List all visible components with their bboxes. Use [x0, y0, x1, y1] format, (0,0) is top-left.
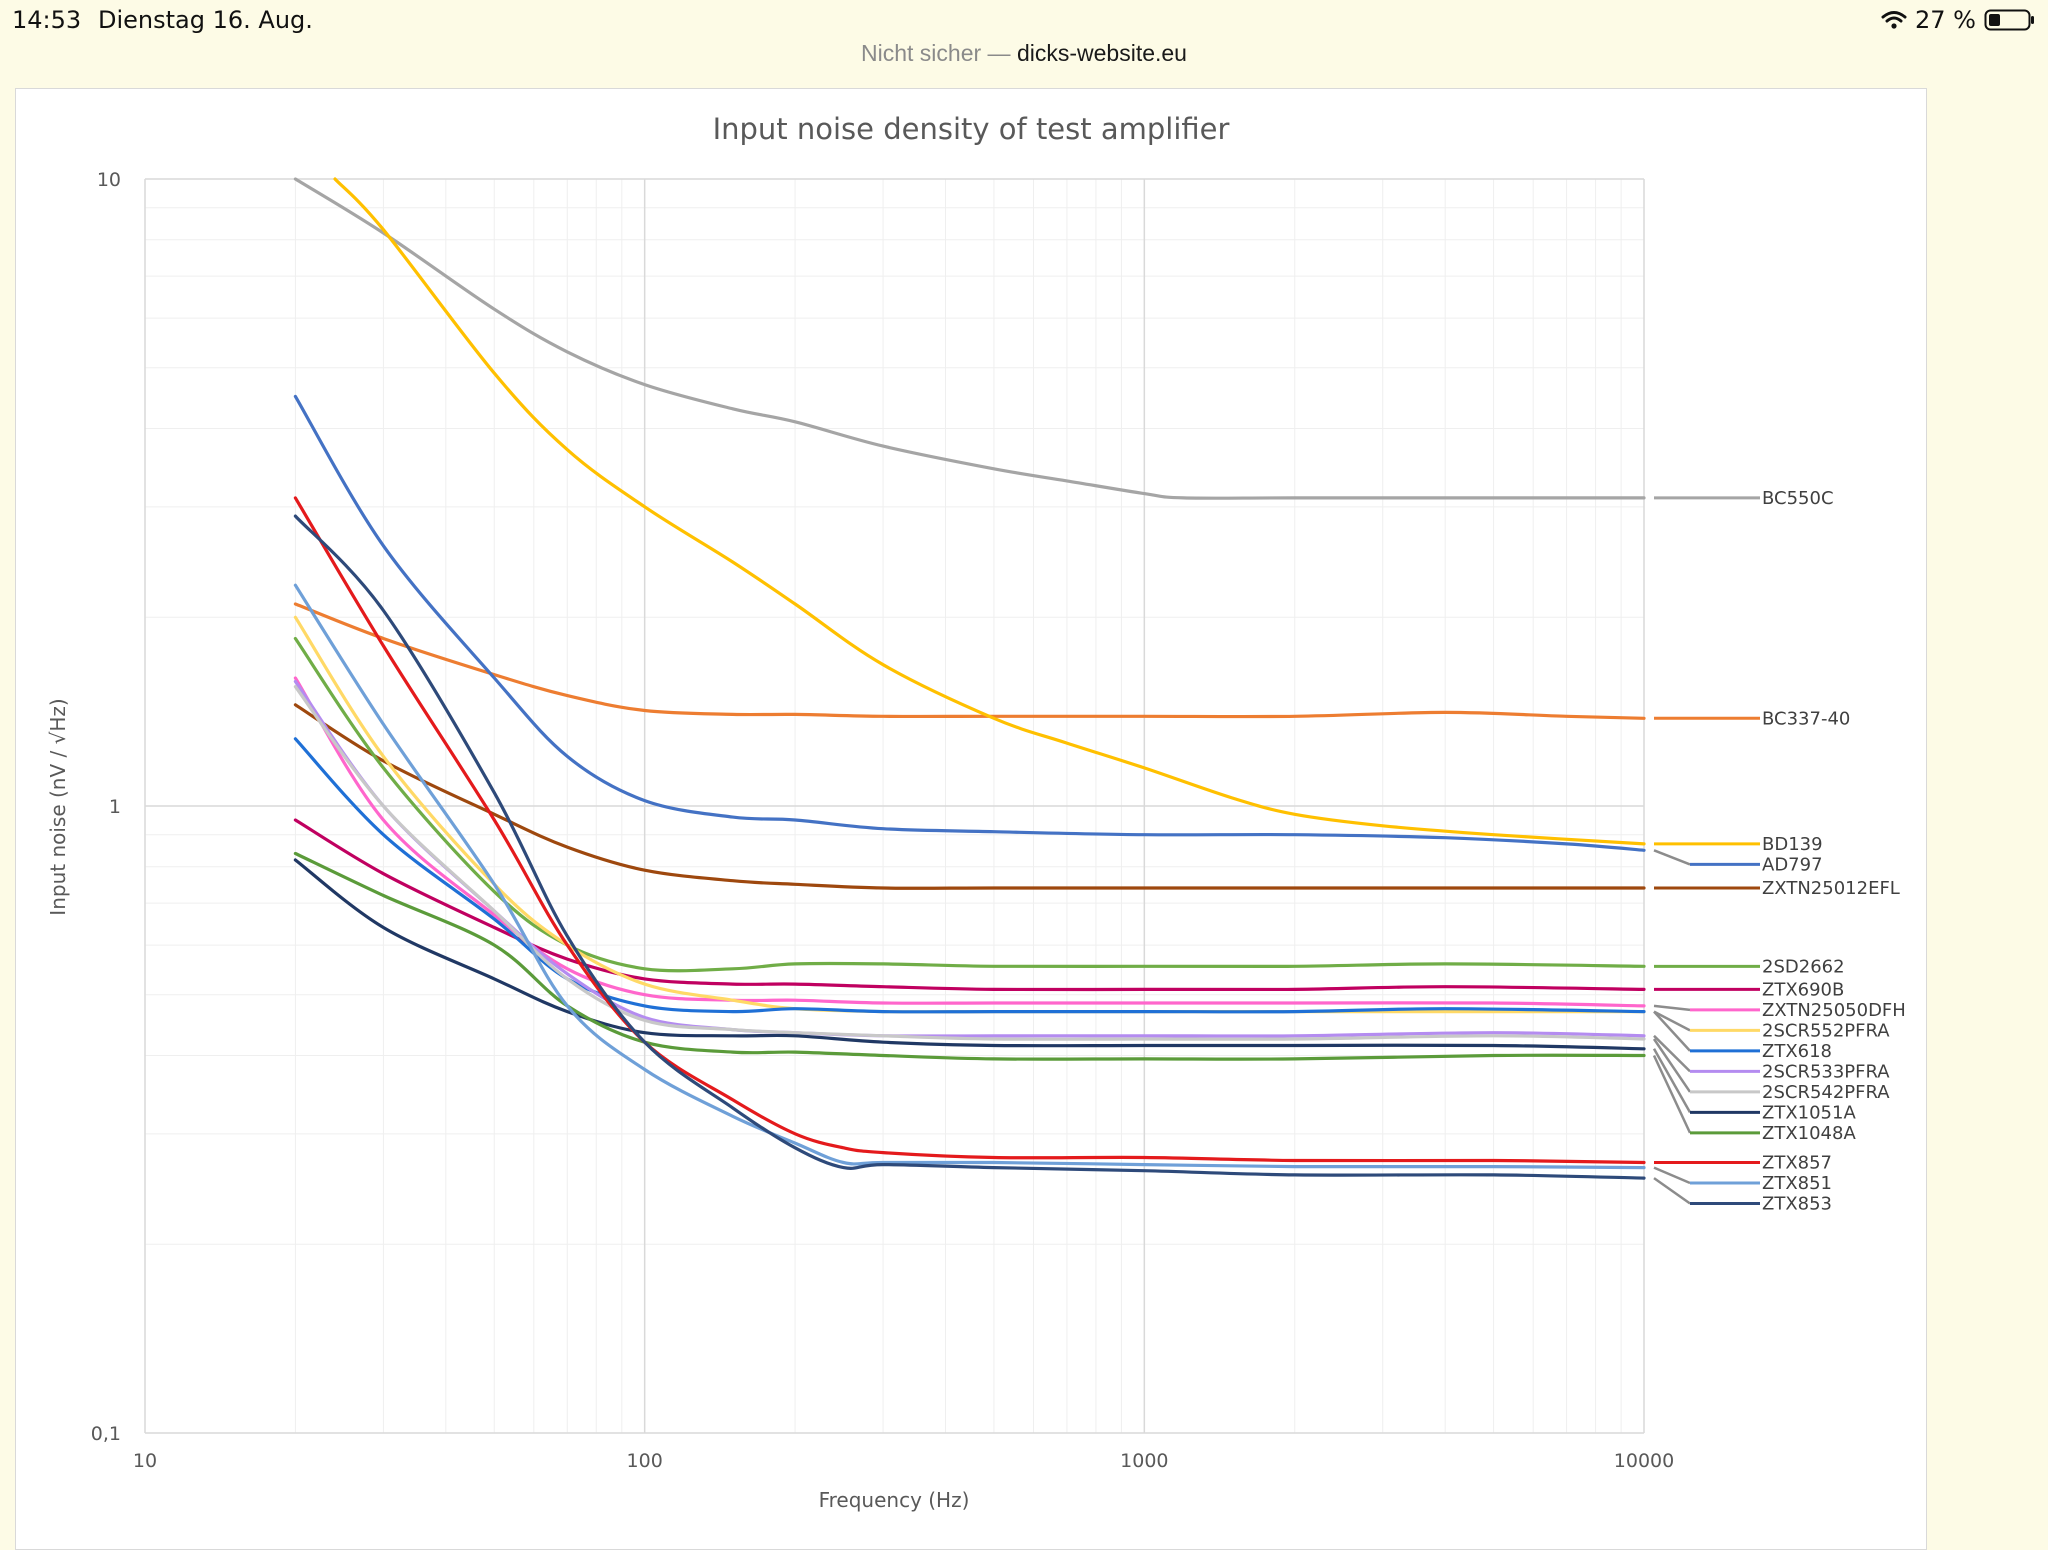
x-tick-label: 10 [133, 1450, 157, 1472]
legend-leader [1652, 1048, 1692, 1114]
series-line-ztx857 [293, 496, 1646, 1165]
legend-label-zxtn25050dfh: ZXTN25050DFH [1762, 1000, 1906, 1021]
x-tick-label: 10000 [1614, 1450, 1674, 1472]
legend-label-2scr542pfra: 2SCR542PFRA [1762, 1082, 1890, 1103]
series-line-2scr542pfra [293, 685, 1646, 1041]
legend-label-ztx618: ZTX618 [1762, 1041, 1832, 1062]
series-line-bc550c [293, 177, 1646, 500]
legend-label-ztx857: ZTX857 [1762, 1153, 1832, 1174]
grid [144, 178, 1645, 1434]
series-line-bc337-40 [293, 602, 1646, 720]
y-axis-title: Input noise (nV / √Hz) [46, 698, 70, 915]
legend-label-2scr552pfra: 2SCR552PFRA [1762, 1020, 1890, 1041]
legend-label-bd139: BD139 [1762, 834, 1823, 855]
chart-title: Input noise density of test amplifier [713, 112, 1230, 146]
legend-label-ztx851: ZTX851 [1762, 1173, 1832, 1194]
series-line-bd139 [333, 177, 1646, 846]
legend-leader [1653, 849, 1691, 866]
battery-icon [1984, 9, 2034, 31]
url-host: dicks-website.eu [1016, 40, 1187, 66]
series-line-ztx1048a [293, 851, 1646, 1061]
legend-leader [1653, 1034, 1691, 1073]
legend-label-ztx690b: ZTX690B [1762, 979, 1844, 1000]
series-line-zxtn25012efl [293, 703, 1646, 890]
y-tick-label: 0,1 [91, 1423, 121, 1445]
legend-leader [1653, 1166, 1691, 1185]
y-tick-label: 1 [109, 796, 121, 818]
series-line-zxtn25050dfh [293, 676, 1646, 1008]
x-tick-label: 100 [627, 1450, 663, 1472]
legend-label-zxtn25012efl: ZXTN25012EFL [1762, 878, 1900, 899]
series-line-ad797 [293, 394, 1646, 852]
legend-leader [1653, 1010, 1691, 1032]
x-axis-title: Frequency (Hz) [819, 1488, 970, 1512]
status-time: 14:53 [12, 6, 82, 34]
legend-label-ztx1048a: ZTX1048A [1762, 1123, 1856, 1144]
legend-label-2scr533pfra: 2SCR533PFRA [1762, 1061, 1890, 1082]
legend-leader [1653, 1010, 1691, 1052]
status-indicators: 27 % [1881, 6, 2036, 34]
tick-labels: 10 100 1000 10000 0,1 1 10 [91, 169, 1674, 1472]
series-line-ztx853 [293, 514, 1646, 1180]
legend-label-ad797: AD797 [1762, 854, 1823, 875]
y-tick-label: 10 [97, 169, 121, 191]
legend-leader [1653, 1177, 1691, 1205]
security-indicator: Nicht sicher — [861, 40, 1011, 66]
chart-panel: BC550C BC337-40 BD139 AD797 ZXTN25012EFL 2SD2… [15, 88, 1927, 1550]
legend-leader [1653, 1004, 1691, 1012]
series-lines [293, 177, 1646, 1180]
legend-label-bc337-40: BC337-40 [1762, 708, 1850, 729]
legend-leader [1652, 1038, 1692, 1093]
legend-label-2sd2662: 2SD2662 [1762, 956, 1845, 977]
url-bar[interactable]: Nicht sicher — dicks-website.eu [0, 38, 2048, 74]
wifi-icon [1881, 11, 1907, 29]
legend-label-bc550c: BC550C [1762, 488, 1834, 509]
series-line-2sd2662 [293, 636, 1646, 973]
status-bar: 14:53 Dienstag 16. Aug. 27 % [0, 0, 2048, 38]
status-date: Dienstag 16. Aug. [98, 6, 313, 34]
legend-leader [1652, 1054, 1692, 1134]
legend-label-ztx1051a: ZTX1051A [1762, 1102, 1856, 1123]
legend-label-ztx853: ZTX853 [1762, 1194, 1832, 1215]
series-line-ztx690b [293, 818, 1646, 992]
series-line-ztx618 [293, 737, 1646, 1014]
series-line-2scr533pfra [293, 679, 1646, 1038]
battery-percent: 27 % [1915, 6, 1976, 34]
x-tick-label: 1000 [1120, 1450, 1168, 1472]
legend-leaders [1652, 496, 1760, 1206]
series-line-ztx1051a [293, 858, 1646, 1051]
series-line-ztx851 [293, 583, 1646, 1170]
